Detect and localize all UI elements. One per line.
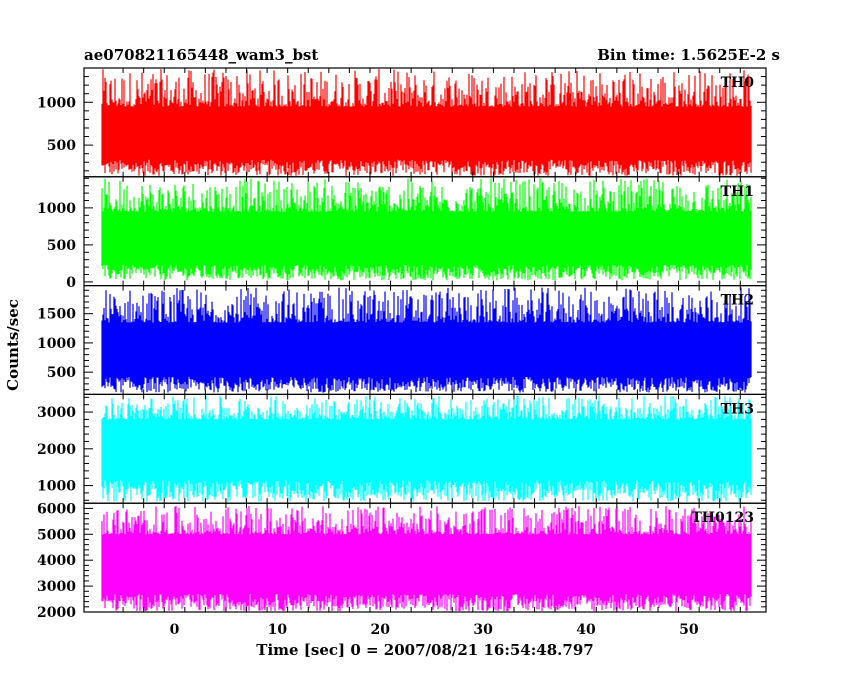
series-core-th1 [102, 227, 751, 253]
series-trace-th0 [101, 69, 752, 176]
y-tick-label: 5000 [37, 527, 76, 543]
x-tick-label: 10 [268, 622, 288, 638]
y-tick-label: 1000 [37, 201, 76, 217]
chart-title-right: Bin time: 1.5625E-2 s [597, 46, 780, 64]
panel-label-th2: TH2 [721, 293, 754, 309]
y-tick-label: 500 [47, 138, 76, 154]
x-tick-label: 20 [371, 622, 391, 638]
y-tick-label: 3000 [37, 405, 76, 421]
x-axis-label: Time [sec] 0 = 2007/08/21 16:54:48.797 [256, 641, 593, 659]
y-tick-label: 500 [47, 238, 76, 254]
y-tick-label: 2000 [37, 442, 76, 458]
series-core-th0123 [102, 551, 751, 580]
x-tick-label: 50 [679, 622, 699, 638]
y-tick-label: 1000 [37, 479, 76, 495]
x-tick-label: 0 [170, 622, 180, 638]
series-core-th0 [102, 123, 751, 149]
y-tick-label: 3000 [37, 579, 76, 595]
y-axis-label: Counts/sec [4, 299, 22, 391]
chart-title-left: ae070821165448_wam3_bst [84, 46, 318, 64]
panel-frame-th0123 [83, 502, 767, 613]
panel-label-th3: TH3 [721, 401, 754, 417]
y-tick-label: 6000 [37, 501, 76, 517]
y-tick-label: 2000 [37, 605, 76, 621]
panels-group: TH05001000TH105001000TH250010001500TH310… [37, 67, 767, 638]
x-tick-label: 30 [473, 622, 493, 638]
y-tick-label: 1000 [37, 336, 76, 352]
panel-label-th1: TH1 [721, 184, 754, 200]
series-core-th2 [102, 339, 751, 365]
panel-label-th0: TH0 [721, 75, 755, 91]
y-tick-label: 1500 [37, 307, 76, 323]
panel-label-th0123: TH0123 [691, 510, 754, 526]
series-core-th3 [102, 438, 751, 468]
x-tick-label: 40 [576, 622, 596, 638]
y-tick-label: 1000 [37, 95, 76, 111]
y-tick-label: 0 [66, 275, 76, 291]
y-tick-label: 4000 [37, 553, 76, 569]
y-tick-label: 500 [47, 365, 76, 381]
